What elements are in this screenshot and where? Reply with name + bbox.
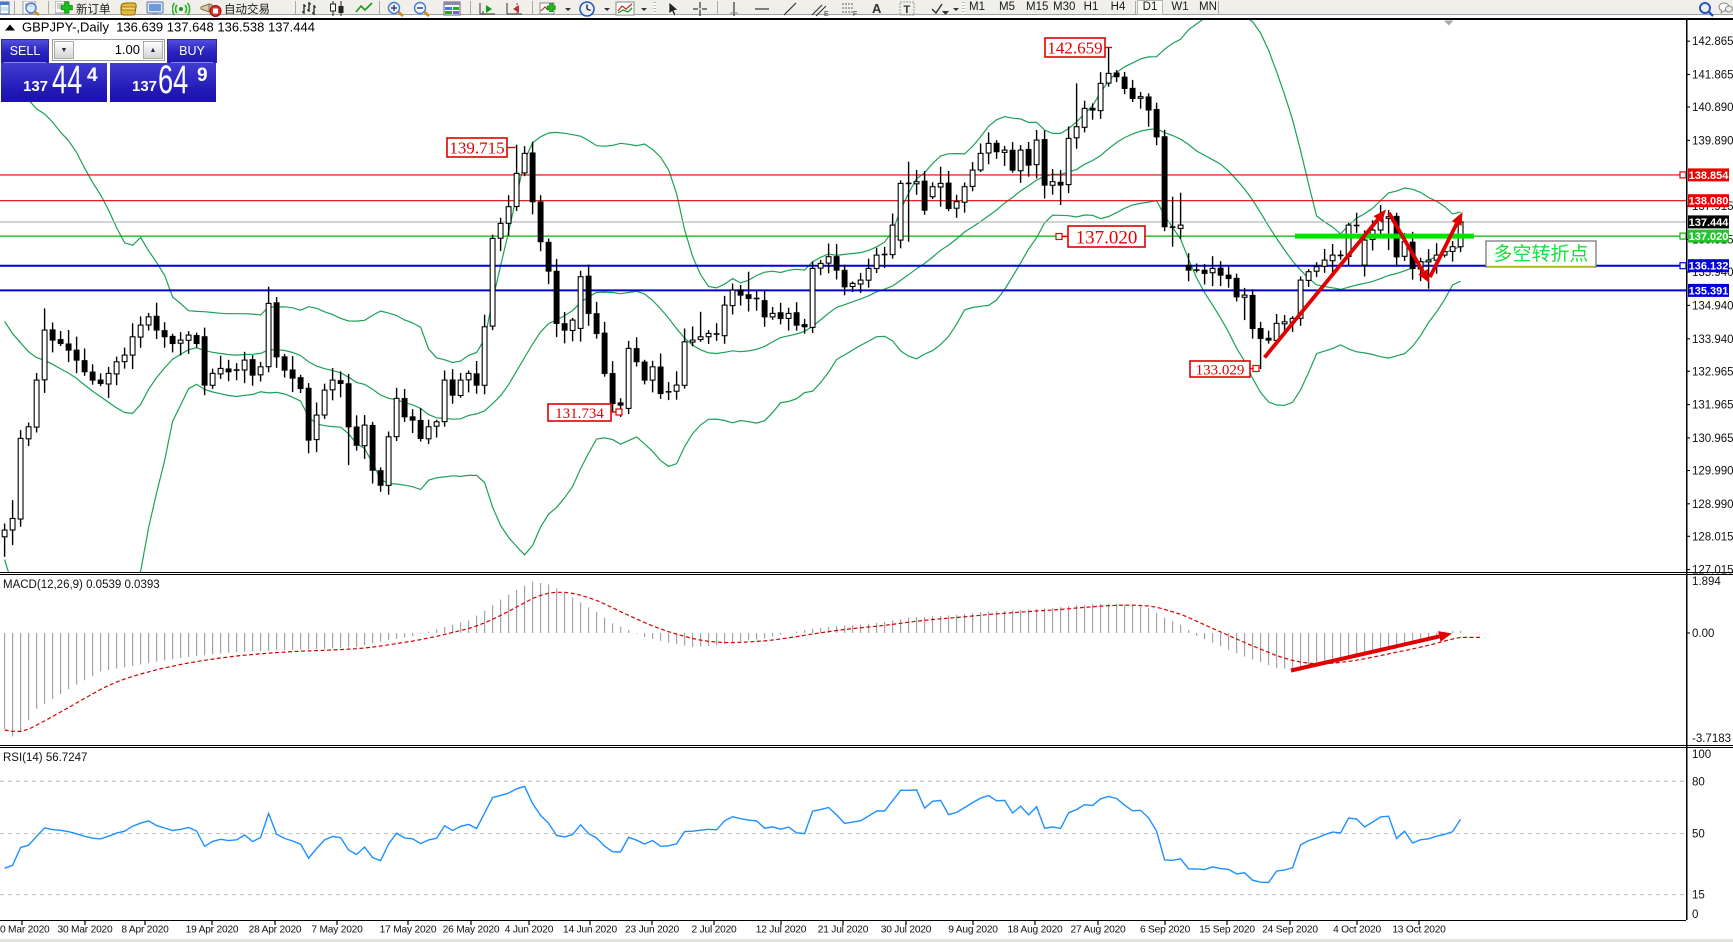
svg-text:7 May 2020: 7 May 2020 [311,925,363,936]
svg-text:13 Oct 2020: 13 Oct 2020 [1392,925,1446,936]
svg-text:137.020: 137.020 [1076,227,1138,248]
svg-text:15 Sep 2020: 15 Sep 2020 [1199,925,1255,936]
svg-text:30 Mar 2020: 30 Mar 2020 [57,925,113,936]
svg-text:50: 50 [1692,829,1705,841]
svg-text:T: T [904,4,911,16]
svg-text:140.890: 140.890 [1692,102,1733,114]
svg-text:-3.7183: -3.7183 [1692,733,1731,745]
svg-text:E: E [824,11,829,17]
svg-text:129.990: 129.990 [1692,466,1733,478]
svg-text:128.015: 128.015 [1692,531,1733,543]
svg-text:134.940: 134.940 [1692,300,1733,312]
svg-text:141.865: 141.865 [1692,70,1733,82]
svg-text:139.890: 139.890 [1692,135,1733,147]
svg-text:MACD(12,26,9) 0.0539 0.0393: MACD(12,26,9) 0.0539 0.0393 [3,579,160,591]
svg-text:14 Jun 2020: 14 Jun 2020 [563,925,617,936]
svg-text:8 Apr 2020: 8 Apr 2020 [121,925,169,936]
svg-text:21 Jul 2020: 21 Jul 2020 [818,925,869,936]
svg-text:RSI(14) 56.7247: RSI(14) 56.7247 [3,752,87,764]
svg-text:F: F [853,11,857,17]
svg-text:24 Sep 2020: 24 Sep 2020 [1262,925,1318,936]
svg-text:80: 80 [1692,776,1705,788]
svg-text:6 Sep 2020: 6 Sep 2020 [1140,925,1191,936]
svg-text:130.965: 130.965 [1692,433,1733,445]
svg-text:131.965: 131.965 [1692,400,1733,412]
svg-text:17 May 2020: 17 May 2020 [380,925,437,936]
svg-text:12 Jul 2020: 12 Jul 2020 [756,925,807,936]
svg-text:1.894: 1.894 [1692,576,1721,588]
svg-text:4 Oct 2020: 4 Oct 2020 [1333,925,1381,936]
svg-text:4 Jun 2020: 4 Jun 2020 [505,925,554,936]
svg-text:9 Aug 2020: 9 Aug 2020 [948,925,998,936]
svg-text:0.00: 0.00 [1692,628,1714,640]
svg-text:28 Apr 2020: 28 Apr 2020 [249,925,302,936]
svg-text:26 May 2020: 26 May 2020 [443,925,500,936]
svg-text:142.865: 142.865 [1692,36,1733,48]
svg-text:133.940: 133.940 [1692,334,1733,346]
svg-text:138.080: 138.080 [1689,196,1729,208]
svg-text:19 Apr 2020: 19 Apr 2020 [186,925,239,936]
svg-text:139.715: 139.715 [449,139,504,158]
svg-text:多空转折点: 多空转折点 [1493,243,1588,265]
svg-text:2 Jul 2020: 2 Jul 2020 [691,925,737,936]
svg-text:27 Aug 2020: 27 Aug 2020 [1070,925,1126,936]
svg-text:100: 100 [1692,749,1711,761]
svg-text:20 Mar 2020: 20 Mar 2020 [0,925,50,936]
svg-text:131.734: 131.734 [555,406,604,422]
svg-text:127.015: 127.015 [1692,565,1733,577]
svg-text:137.444: 137.444 [1689,217,1730,229]
svg-text:18 Aug 2020: 18 Aug 2020 [1007,925,1063,936]
svg-text:138.854: 138.854 [1689,170,1730,182]
svg-text:132.965: 132.965 [1692,366,1733,378]
svg-text:133.029: 133.029 [1196,362,1245,378]
svg-text:137.020: 137.020 [1689,231,1729,243]
svg-text:136.132: 136.132 [1689,261,1729,273]
svg-text:128.990: 128.990 [1692,499,1733,511]
svg-text:142.659: 142.659 [1047,39,1102,58]
svg-text:15: 15 [1692,890,1705,902]
svg-text:0: 0 [1692,909,1698,921]
svg-text:135.391: 135.391 [1689,285,1729,297]
svg-text:GBPJPY-,Daily 136.639 137.648: GBPJPY-,Daily 136.639 137.648 136.538 13… [22,20,315,35]
svg-text:30 Jul 2020: 30 Jul 2020 [881,925,932,936]
svg-text:23 Jun 2020: 23 Jun 2020 [625,925,679,936]
